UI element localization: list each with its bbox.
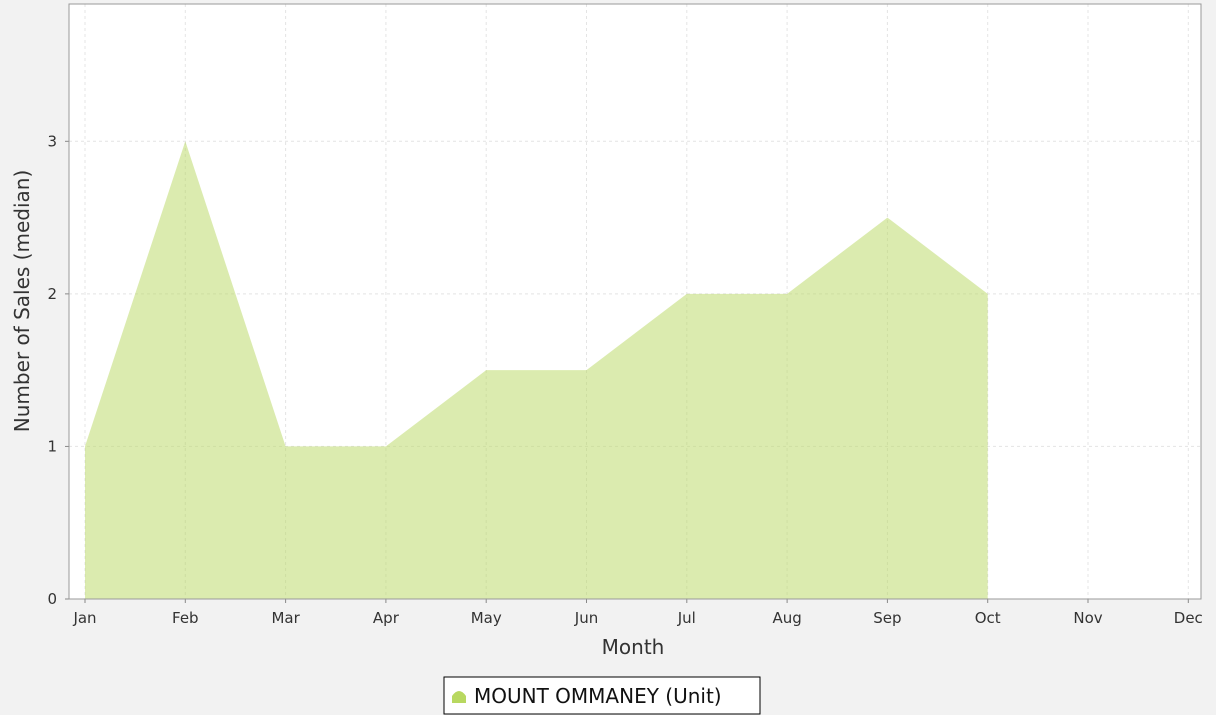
area: [85, 141, 988, 600]
y-axis-title: Number of Sales (median): [10, 170, 34, 433]
x-tick-label: Apr: [373, 609, 400, 627]
y-tick-label: 1: [47, 437, 57, 455]
x-tick-label: Mar: [271, 609, 300, 627]
x-tick-label: Aug: [772, 609, 801, 627]
y-tick-label: 2: [47, 285, 57, 303]
x-tick-label: Nov: [1073, 609, 1102, 627]
legend-swatch: [452, 691, 466, 703]
x-tick-label: Jul: [677, 609, 696, 627]
y-tick-label: 0: [47, 590, 57, 608]
x-tick-label: Jan: [72, 609, 96, 627]
x-tick-label: Jun: [574, 609, 598, 627]
x-tick-label: Oct: [975, 609, 1001, 627]
x-tick-label: Sep: [873, 609, 901, 627]
y-tick-label: 3: [47, 132, 57, 150]
legend: MOUNT OMMANEY (Unit): [443, 676, 761, 715]
x-tick-label: Feb: [172, 609, 199, 627]
legend-box: [443, 676, 761, 715]
x-tick-label: May: [471, 609, 502, 627]
plot-border: [68, 3, 1202, 600]
x-tick-label: Dec: [1174, 609, 1203, 627]
x-axis-title: Month: [602, 635, 665, 659]
legend-label: MOUNT OMMANEY (Unit): [474, 684, 722, 708]
